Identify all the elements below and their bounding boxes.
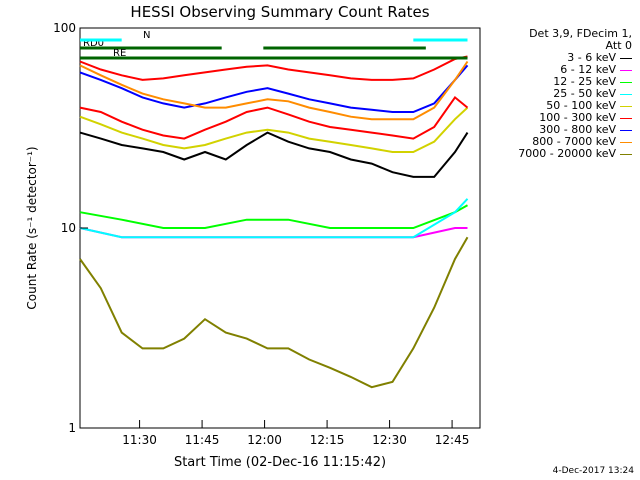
legend-swatch-6 bbox=[620, 129, 632, 131]
legend-header-line-1: Det 3,9, FDecim 1, bbox=[529, 27, 632, 40]
series-line-5 bbox=[79, 95, 469, 140]
flag-label-2: N bbox=[143, 30, 150, 41]
legend-swatch-8 bbox=[620, 153, 632, 155]
x-tick-label-2: 12:00 bbox=[247, 433, 282, 447]
series-line-9 bbox=[79, 55, 468, 81]
series-line-8 bbox=[79, 236, 469, 389]
legend-swatch-2 bbox=[620, 81, 632, 83]
chart-title: HESSI Observing Summary Count Rates bbox=[130, 3, 430, 21]
series-line-1 bbox=[79, 227, 468, 239]
y-axis-label: Count Rate (s⁻¹ detector⁻¹) bbox=[25, 146, 39, 310]
legend-entry-7: 800 - 7000 keV bbox=[518, 136, 632, 148]
legend-swatch-1 bbox=[620, 69, 632, 71]
x-tick-label-4: 12:30 bbox=[372, 433, 407, 447]
legend-entry-3: 25 - 50 keV bbox=[518, 88, 632, 100]
legend: Det 3,9, FDecim 1, Att 0 3 - 6 keV 6 - 12… bbox=[518, 28, 632, 160]
flag-label-1: RE bbox=[113, 48, 126, 59]
legend-entry-2: 12 - 25 keV bbox=[518, 76, 632, 88]
legend-swatch-0 bbox=[620, 57, 632, 59]
legend-swatch-3 bbox=[620, 93, 632, 95]
series-line-3 bbox=[79, 198, 469, 239]
series-line-2 bbox=[79, 204, 468, 229]
legend-label-4: 50 - 100 keV bbox=[546, 99, 616, 112]
legend-label-1: 6 - 12 keV bbox=[560, 63, 616, 76]
series-line-6 bbox=[79, 64, 469, 113]
x-tick-label-3: 12:15 bbox=[310, 433, 345, 447]
legend-swatch-5 bbox=[620, 117, 632, 119]
legend-entry-6: 300 - 800 keV bbox=[518, 124, 632, 136]
axis-layer: 11:30 11:45 12:00 12:15 12:30 12:45 1 10 100 bbox=[53, 21, 469, 447]
x-tick-label-0: 11:30 bbox=[122, 433, 157, 447]
series-line-4 bbox=[79, 106, 469, 153]
legend-entry-0: 3 - 6 keV bbox=[518, 52, 632, 64]
legend-entry-4: 50 - 100 keV bbox=[518, 100, 632, 112]
legend-header-line-2: Att 0 bbox=[605, 39, 632, 52]
legend-label-0: 3 - 6 keV bbox=[567, 51, 616, 64]
x-axis-label: Start Time (02-Dec-16 11:15:42) bbox=[173, 455, 387, 470]
y-tick-label-0: 1 bbox=[68, 421, 76, 435]
series-line-7 bbox=[79, 60, 469, 121]
legend-label-2: 12 - 25 keV bbox=[553, 75, 616, 88]
y-tick-label-2: 100 bbox=[53, 21, 76, 35]
x-tick-label-5: 12:45 bbox=[435, 433, 470, 447]
legend-label-6: 300 - 800 keV bbox=[539, 123, 616, 136]
x-tick-label-1: 11:45 bbox=[185, 433, 220, 447]
flag-layer: RD0 RE N bbox=[80, 30, 468, 60]
series-layer bbox=[79, 55, 469, 389]
legend-entry-8: 7000 - 20000 keV bbox=[518, 148, 632, 160]
footer-timestamp: 4-Dec-2017 13:24 bbox=[552, 466, 634, 476]
legend-entry-1: 6 - 12 keV bbox=[518, 64, 632, 76]
plot-frame bbox=[79, 27, 481, 429]
legend-swatch-4 bbox=[620, 105, 632, 107]
legend-entry-5: 100 - 300 keV bbox=[518, 112, 632, 124]
y-tick-label-1: 10 bbox=[61, 221, 76, 235]
legend-label-7: 800 - 7000 keV bbox=[532, 135, 616, 148]
legend-label-5: 100 - 300 keV bbox=[539, 111, 616, 124]
legend-swatch-7 bbox=[620, 141, 632, 143]
legend-label-3: 25 - 50 keV bbox=[553, 87, 616, 100]
legend-label-8: 7000 - 20000 keV bbox=[518, 147, 616, 160]
flag-label-0: RD0 bbox=[83, 38, 104, 49]
series-line-0 bbox=[79, 131, 469, 178]
